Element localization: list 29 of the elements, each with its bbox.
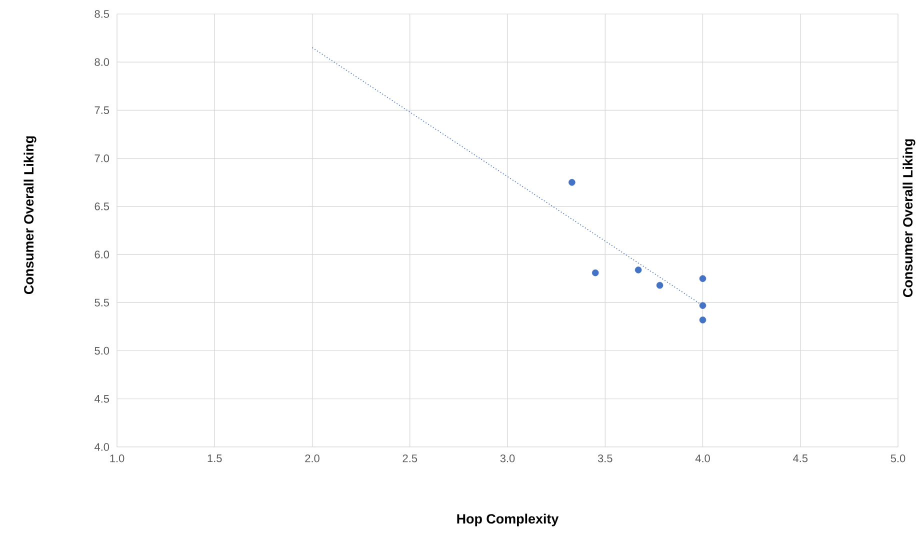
point (568, 178, 576, 186)
x-tick-label: 2.5 (402, 454, 418, 462)
x-tick-label: 5.0 (890, 454, 906, 462)
y-tick-label: 7.0 (94, 154, 110, 162)
y-tick-label: 8.5 (94, 10, 110, 18)
point (699, 275, 706, 282)
x-tick-label: 3.0 (500, 454, 515, 462)
x-tick-label: 1.5 (208, 454, 222, 462)
x-tick-label: 4.0 (695, 454, 710, 462)
point (634, 266, 642, 274)
y-tick-label: 8.0 (94, 58, 110, 66)
y-tick-label: 4.0 (94, 443, 110, 451)
y-tick-label: 6.0 (94, 250, 110, 258)
x-tick-label: 2.0 (305, 454, 320, 462)
y-tick-label: 6.5 (94, 202, 110, 210)
y-tick-label: 5.0 (94, 346, 110, 355)
x-tick-label: 1.0 (110, 454, 124, 462)
y2-axis-title: Consumer Overall Liking (902, 139, 916, 298)
x-tick-label: 4.5 (793, 454, 808, 462)
x-axis-title: Hop Complexity (457, 514, 559, 526)
x-tick-label: 3.5 (598, 454, 612, 462)
point (699, 316, 706, 324)
y-tick-label: 4.5 (94, 395, 110, 403)
point (592, 269, 599, 276)
y-axis-title: Consumer Overall Liking (24, 136, 36, 294)
y-tick-label: 7.5 (94, 106, 110, 114)
y-tick-label: 5.5 (94, 298, 110, 306)
point (699, 302, 706, 309)
point (656, 282, 664, 289)
